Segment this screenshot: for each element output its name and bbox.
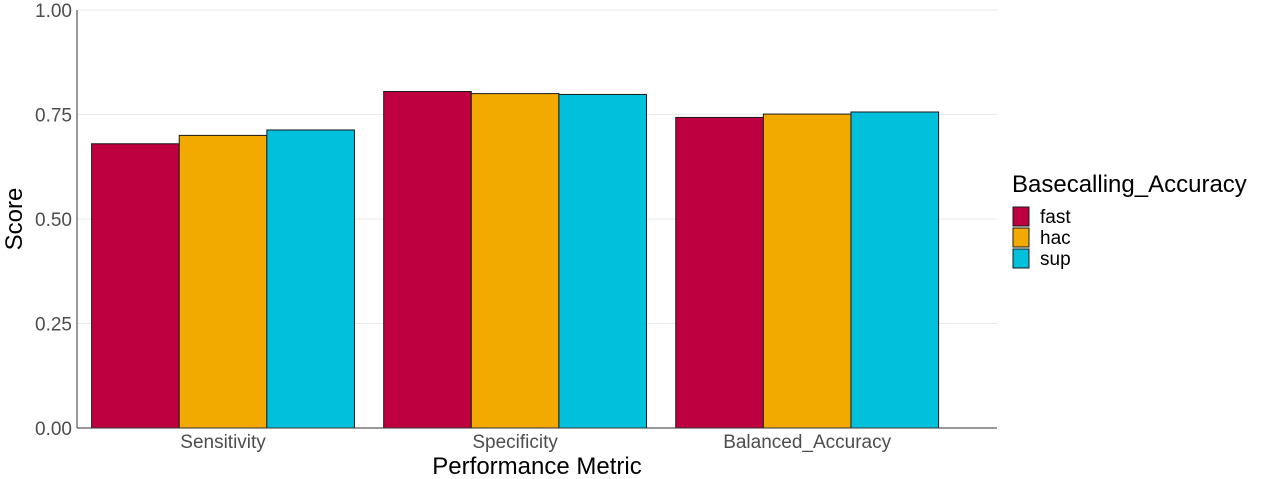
legend-label-hac: hac — [1040, 228, 1071, 249]
bar-fast-specificity — [383, 91, 472, 429]
x-tick-label: Balanced_Accuracy — [723, 432, 891, 453]
legend-title: Basecalling_Accuracy — [1012, 171, 1247, 198]
y-tick-label: 1.00 — [35, 1, 72, 22]
bar-hac-balanced_accuracy — [762, 113, 852, 429]
y-tick-label: 0.50 — [35, 210, 72, 231]
x-axis-title: Performance Metric — [432, 453, 641, 479]
bar-fast-balanced_accuracy — [675, 116, 764, 429]
x-tick-label: Sensitivity — [180, 432, 266, 453]
legend-label-fast: fast — [1040, 207, 1071, 228]
bar-fast-sensitivity — [91, 143, 180, 429]
x-tick-labels: Sensitivity Specificity Balanced_Accuracy — [180, 432, 891, 453]
bar-hac-sensitivity — [178, 134, 268, 429]
y-tick-label: 0.00 — [35, 419, 72, 440]
bar-hac-specificity — [470, 93, 560, 429]
bar-sup-balanced_accuracy — [850, 111, 940, 429]
bar-sup-sensitivity — [266, 129, 355, 429]
y-tick-label: 0.25 — [35, 315, 72, 336]
legend-swatch-fast — [1012, 206, 1030, 227]
x-tick-label: Specificity — [472, 432, 558, 453]
bars — [91, 91, 940, 429]
y-tick-labels: 0.00 0.25 0.50 0.75 1.00 — [35, 1, 72, 440]
legend-swatch-hac — [1012, 227, 1030, 248]
legend-label-sup: sup — [1040, 249, 1071, 270]
axes — [76, 10, 997, 429]
bar-sup-specificity — [558, 93, 648, 429]
y-axis-title: Score — [1, 188, 28, 251]
legend-swatch-sup — [1012, 248, 1030, 269]
y-tick-label: 0.75 — [35, 106, 72, 127]
